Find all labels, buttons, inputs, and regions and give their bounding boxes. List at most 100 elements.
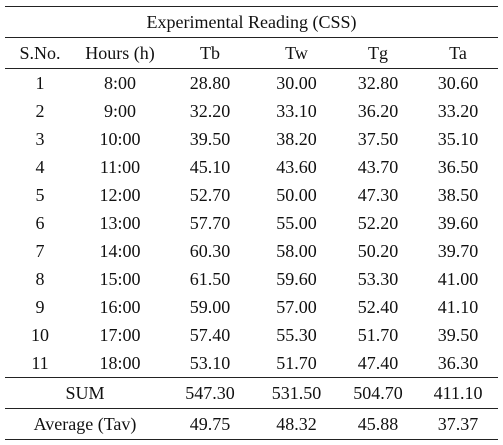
data-cell: 50.20: [357, 240, 399, 261]
data-cell: 12:00: [99, 184, 141, 205]
data-cell: 39.60: [437, 212, 479, 233]
data-cell: 53.10: [165, 349, 255, 378]
summary-cell: 48.32: [255, 408, 338, 440]
data-cell: 45.10: [189, 156, 231, 177]
summary-cell: 547.30: [165, 377, 255, 409]
data-cell: 50.00: [276, 184, 317, 205]
data-cell: 39.70: [437, 240, 479, 261]
summary-cell: 49.75: [165, 408, 255, 440]
header-row: S.No. Hours (h) Tb Tw Tg Ta: [5, 37, 499, 69]
data-cell: 11: [5, 349, 75, 378]
data-row: 3 10:00 39.50 38.20 37.50 35.10: [5, 125, 498, 153]
data-cell: 57.00: [276, 296, 317, 317]
data-cell: 41.10: [437, 296, 479, 317]
title-row: Experimental Reading (CSS): [5, 6, 499, 38]
data-cell: 58.00: [276, 240, 317, 261]
data-cell: 3: [35, 128, 45, 149]
data-cell: 61.50: [189, 268, 231, 289]
data-row: 6 13:00 57.70 55.00 52.20 39.60: [5, 209, 498, 237]
data-cell: 51.70: [357, 324, 399, 345]
data-cell: 33.10: [276, 100, 317, 121]
header-cell: Hours (h): [75, 37, 165, 69]
data-cell: 43.70: [357, 156, 399, 177]
data-cell: 10: [31, 324, 49, 345]
data-row: 4 11:00 45.10 43.60 43.70 36.50: [5, 153, 498, 181]
data-cell: 9:00: [103, 100, 136, 121]
data-cell: 55.00: [276, 212, 317, 233]
data-row: 10 17:00 57.40 55.30 51.70 39.50: [5, 321, 498, 349]
data-cell: 14:00: [99, 240, 141, 261]
data-cell: 1: [35, 72, 45, 93]
data-cell: 38.50: [437, 184, 479, 205]
data-cell: 5: [35, 184, 45, 205]
data-cell: 15:00: [99, 268, 141, 289]
summary-label: Average (Tav): [5, 408, 165, 440]
data-cell: 39.50: [437, 324, 479, 345]
table-title: Experimental Reading (CSS): [5, 6, 499, 38]
data-cell: 51.70: [255, 349, 338, 378]
data-cell: 36.50: [437, 156, 479, 177]
data-table: Experimental Reading (CSS) S.No. Hours (h…: [5, 6, 499, 440]
data-cell: 52.20: [357, 212, 399, 233]
data-cell: 47.30: [357, 184, 399, 205]
data-cell: 39.50: [189, 128, 231, 149]
summary-row: SUM 547.30 531.50 504.70 411.10: [5, 377, 499, 409]
header-cell: S.No.: [5, 37, 75, 69]
summary-row: Average (Tav) 49.75 48.32 45.88 37.37: [5, 408, 499, 440]
header-cell: Ta: [418, 37, 499, 69]
data-row: 8 15:00 61.50 59.60 53.30 41.00: [5, 265, 498, 293]
data-cell: 6: [35, 212, 45, 233]
header-cell: Tg: [338, 37, 418, 69]
data-cell: 28.80: [189, 72, 231, 93]
data-cell: 53.30: [357, 268, 399, 289]
summary-cell: 531.50: [255, 377, 338, 409]
data-cell: 47.40: [338, 349, 418, 378]
data-cell: 38.20: [276, 128, 317, 149]
data-cell: 9: [35, 296, 45, 317]
data-cell: 36.20: [357, 100, 399, 121]
data-cell: 8: [35, 268, 45, 289]
data-cell: 30.60: [437, 72, 479, 93]
data-cell: 11:00: [99, 156, 141, 177]
data-cell: 41.00: [437, 268, 479, 289]
summary-label: SUM: [5, 377, 165, 409]
data-cell: 10:00: [99, 128, 141, 149]
data-cell: 2: [35, 100, 45, 121]
data-cell: 33.20: [437, 100, 479, 121]
header-cell: Tw: [255, 37, 338, 69]
summary-cell: 411.10: [418, 377, 499, 409]
summary-cell: 45.88: [338, 408, 418, 440]
data-cell: 57.40: [189, 324, 231, 345]
data-cell: 59.00: [189, 296, 231, 317]
data-cell: 37.50: [357, 128, 399, 149]
data-cell: 30.00: [276, 72, 317, 93]
data-cell: 32.80: [357, 72, 399, 93]
data-cell: 55.30: [276, 324, 317, 345]
data-row: 2 9:00 32.20 33.10 36.20 33.20: [5, 97, 498, 125]
data-cell: 4: [35, 156, 45, 177]
data-cell: 36.30: [418, 349, 499, 378]
data-cell: 13:00: [99, 212, 141, 233]
data-cell: 16:00: [99, 296, 141, 317]
header-cell: Tb: [165, 37, 255, 69]
data-cell: 43.60: [276, 156, 317, 177]
data-cell: 52.40: [357, 296, 399, 317]
summary-cell: 504.70: [338, 377, 418, 409]
data-row: 11 18:00 53.10 51.70 47.40 36.30: [5, 349, 499, 378]
data-cell: 32.20: [189, 100, 231, 121]
data-cell: 7: [35, 240, 45, 261]
data-cell: 52.70: [189, 184, 231, 205]
data-cell: 18:00: [75, 349, 165, 378]
data-row: 7 14:00 60.30 58.00 50.20 39.70: [5, 237, 498, 265]
data-cell: 8:00: [103, 72, 136, 93]
table-body: Experimental Reading (CSS) S.No. Hours (h…: [5, 6, 499, 440]
data-row: 1 8:00 28.80 30.00 32.80 30.60: [5, 69, 498, 98]
data-cell: 35.10: [437, 128, 479, 149]
data-cell: 59.60: [276, 268, 317, 289]
data-row: 5 12:00 52.70 50.00 47.30 38.50: [5, 181, 498, 209]
data-cell: 17:00: [99, 324, 141, 345]
data-row: 9 16:00 59.00 57.00 52.40 41.10: [5, 293, 498, 321]
summary-cell: 37.37: [418, 408, 499, 440]
data-cell: 57.70: [189, 212, 231, 233]
